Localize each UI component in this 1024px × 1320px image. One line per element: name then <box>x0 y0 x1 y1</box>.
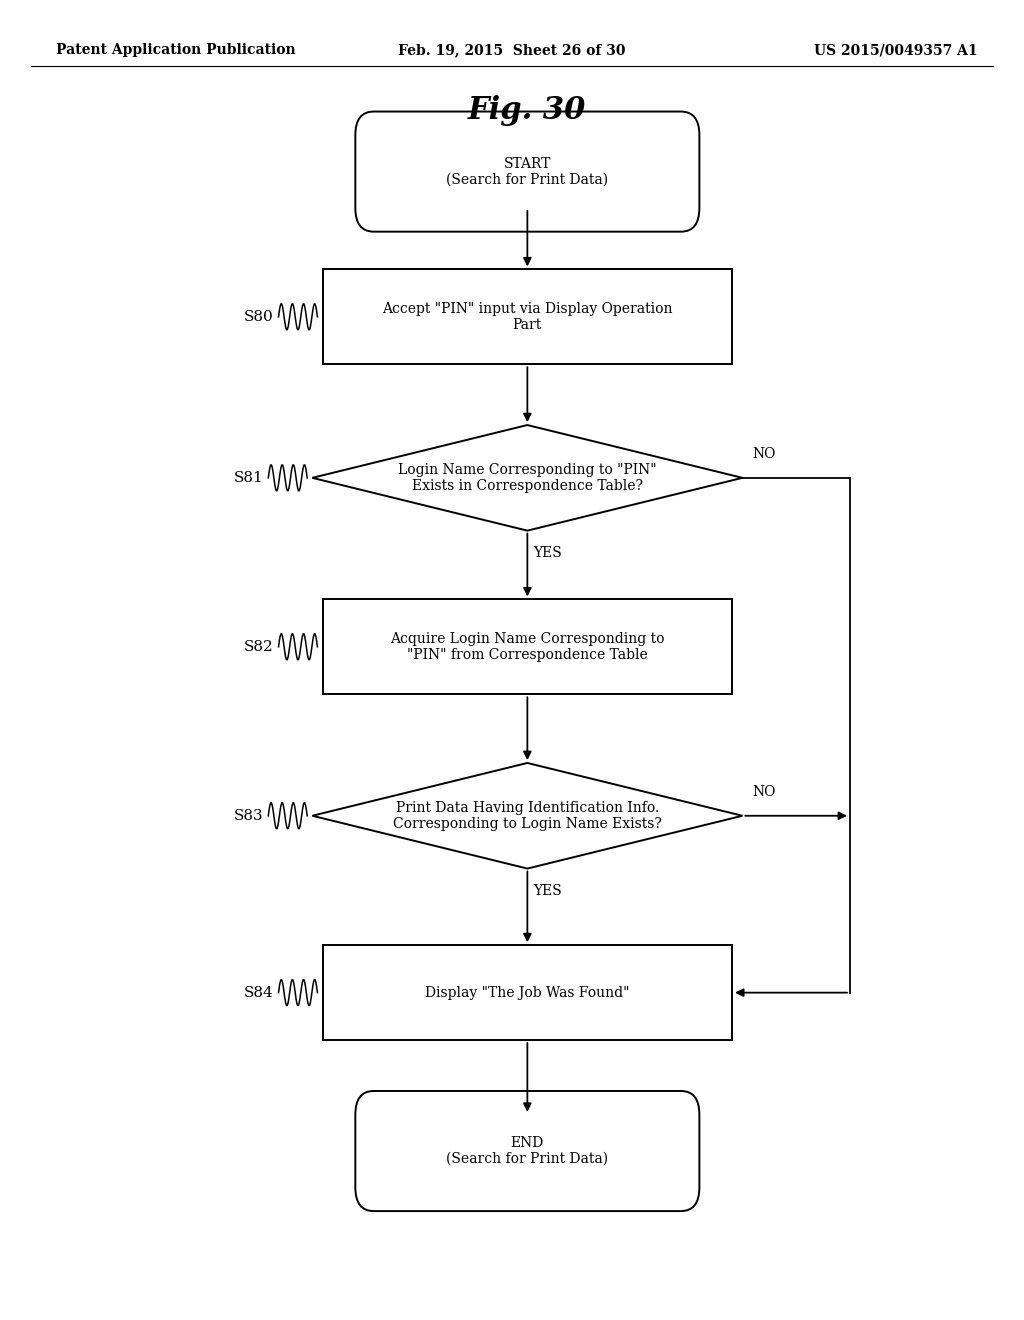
FancyBboxPatch shape <box>355 112 699 232</box>
Text: Print Data Having Identification Info.
Corresponding to Login Name Exists?: Print Data Having Identification Info. C… <box>393 801 662 830</box>
Polygon shape <box>312 425 742 531</box>
Text: Acquire Login Name Corresponding to
"PIN" from Correspondence Table: Acquire Login Name Corresponding to "PIN… <box>390 632 665 661</box>
Text: Patent Application Publication: Patent Application Publication <box>56 44 296 57</box>
Polygon shape <box>312 763 742 869</box>
Text: YES: YES <box>534 546 562 561</box>
Text: S84: S84 <box>244 986 273 999</box>
Text: YES: YES <box>534 884 562 899</box>
Text: S80: S80 <box>244 310 273 323</box>
Text: US 2015/0049357 A1: US 2015/0049357 A1 <box>814 44 978 57</box>
Bar <box>323 945 732 1040</box>
Text: S83: S83 <box>233 809 263 822</box>
Bar <box>323 269 732 364</box>
Text: Login Name Corresponding to "PIN"
Exists in Correspondence Table?: Login Name Corresponding to "PIN" Exists… <box>398 463 656 492</box>
Text: S81: S81 <box>233 471 263 484</box>
FancyBboxPatch shape <box>355 1090 699 1212</box>
Bar <box>323 599 732 694</box>
Text: S82: S82 <box>244 640 273 653</box>
Text: NO: NO <box>753 785 776 799</box>
Text: Display "The Job Was Found": Display "The Job Was Found" <box>425 986 630 999</box>
Text: Accept "PIN" input via Display Operation
Part: Accept "PIN" input via Display Operation… <box>382 302 673 331</box>
Text: NO: NO <box>753 447 776 461</box>
Text: Feb. 19, 2015  Sheet 26 of 30: Feb. 19, 2015 Sheet 26 of 30 <box>398 44 626 57</box>
Text: START
(Search for Print Data): START (Search for Print Data) <box>446 157 608 186</box>
Text: Fig. 30: Fig. 30 <box>468 95 587 127</box>
Text: END
(Search for Print Data): END (Search for Print Data) <box>446 1137 608 1166</box>
